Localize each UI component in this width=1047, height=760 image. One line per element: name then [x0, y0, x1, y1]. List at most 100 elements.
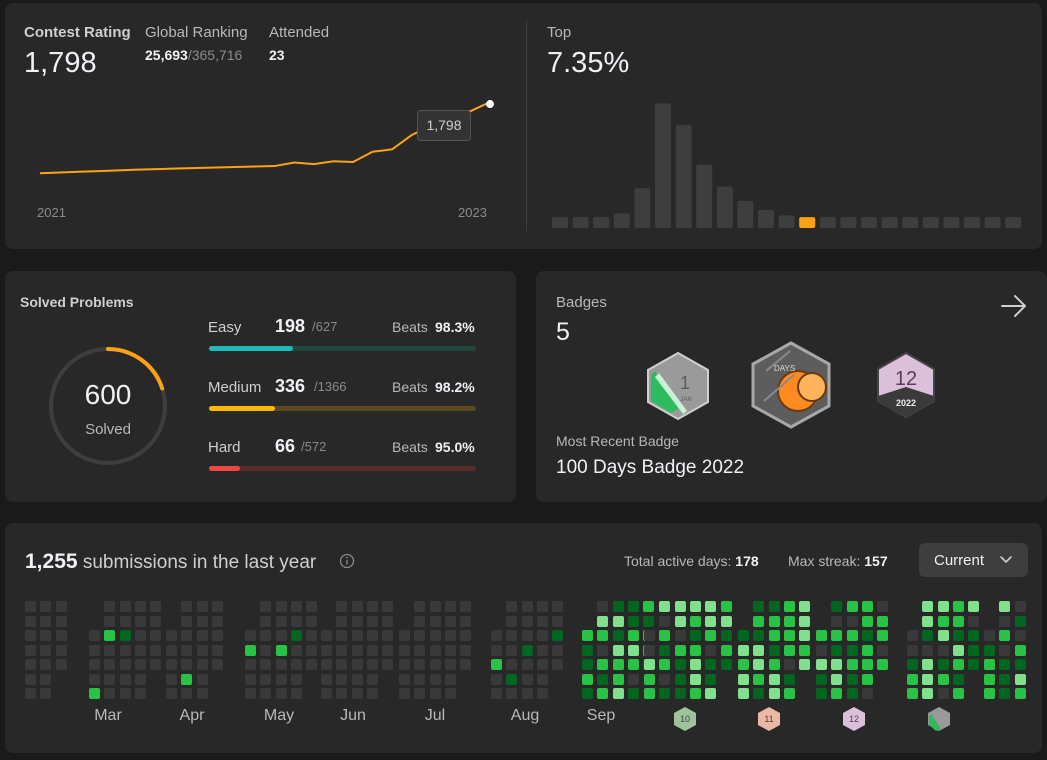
heatmap-cell[interactable] [674, 601, 686, 612]
heatmap-cell[interactable] [861, 630, 873, 641]
heatmap-cell[interactable] [937, 601, 949, 612]
heatmap-cell[interactable] [597, 601, 609, 612]
heatmap-cell[interactable] [984, 659, 995, 670]
heatmap-cell[interactable] [659, 601, 671, 612]
heatmap-cell[interactable] [536, 615, 548, 627]
heatmap-cell[interactable] [861, 659, 873, 670]
heatmap-cell[interactable] [768, 630, 780, 641]
heatmap-cell[interactable] [399, 630, 410, 641]
heatmap-cell[interactable] [937, 688, 949, 699]
heatmap-cell[interactable] [119, 659, 131, 670]
heatmap-cell[interactable] [275, 630, 287, 641]
heatmap-cell[interactable] [720, 644, 732, 656]
heatmap-cell[interactable] [597, 644, 609, 656]
heatmap-cell[interactable] [306, 659, 318, 670]
heatmap-cell[interactable] [612, 644, 624, 656]
heatmap-cell[interactable] [846, 630, 858, 641]
heatmap-cell[interactable] [846, 688, 858, 699]
heatmap-cell[interactable] [627, 659, 639, 670]
heatmap-cell[interactable] [104, 688, 116, 699]
heatmap-cell[interactable] [150, 615, 162, 627]
rank-bar[interactable] [1005, 217, 1022, 228]
heatmap-cell[interactable] [753, 615, 765, 627]
heatmap-cell[interactable] [799, 644, 811, 656]
heatmap-cell[interactable] [689, 644, 701, 656]
heatmap-cell[interactable] [25, 673, 36, 685]
rank-bar[interactable] [716, 186, 733, 228]
heatmap-cell[interactable] [952, 630, 964, 641]
heatmap-cell[interactable] [460, 630, 472, 641]
heatmap-cell[interactable] [984, 644, 995, 656]
heatmap-cell[interactable] [999, 630, 1011, 641]
heatmap-cell[interactable] [40, 644, 52, 656]
heatmap-cell[interactable] [104, 630, 116, 641]
heatmap-cell[interactable] [1014, 659, 1026, 670]
heatmap-cell[interactable] [40, 673, 52, 685]
heatmap-cell[interactable] [627, 615, 639, 627]
rank-bar[interactable] [799, 217, 816, 228]
heatmap-cell[interactable] [659, 644, 671, 656]
heatmap-cell[interactable] [166, 630, 177, 641]
heatmap-cell[interactable] [846, 659, 858, 670]
heatmap-cell[interactable] [55, 644, 67, 656]
heatmap-cell[interactable] [260, 673, 272, 685]
heatmap-cell[interactable] [999, 644, 1011, 656]
heatmap-cell[interactable] [25, 688, 36, 699]
heatmap-cell[interactable] [644, 644, 655, 656]
heatmap-cell[interactable] [181, 673, 193, 685]
rank-bar[interactable] [758, 209, 774, 228]
rating-line-chart[interactable] [35, 98, 500, 178]
heatmap-cell[interactable] [521, 673, 533, 685]
heatmap-cell[interactable] [907, 688, 918, 699]
heatmap-cell[interactable] [444, 615, 456, 627]
heatmap-cell[interactable] [196, 615, 208, 627]
heatmap-cell[interactable] [506, 659, 518, 670]
rank-bar[interactable] [737, 200, 754, 228]
heatmap-cell[interactable] [952, 659, 964, 670]
badge-dec-2022-icon[interactable]: 12 2022 [875, 351, 937, 419]
heatmap-cell[interactable] [738, 688, 749, 699]
heatmap-cell[interactable] [306, 615, 318, 627]
rank-bar[interactable] [613, 213, 630, 228]
heatmap-cell[interactable] [783, 630, 795, 641]
heatmap-cell[interactable] [351, 673, 363, 685]
heatmap-cell[interactable] [922, 688, 934, 699]
heatmap-cell[interactable] [753, 673, 765, 685]
heatmap-cell[interactable] [521, 615, 533, 627]
heatmap-cell[interactable] [104, 615, 116, 627]
heatmap-cell[interactable] [753, 659, 765, 670]
heatmap-cell[interactable] [351, 615, 363, 627]
heatmap-cell[interactable] [166, 644, 177, 656]
heatmap-cell[interactable] [399, 673, 410, 685]
heatmap-cell[interactable] [952, 644, 964, 656]
heatmap-cell[interactable] [245, 673, 256, 685]
heatmap-cell[interactable] [429, 688, 441, 699]
heatmap-cell[interactable] [968, 644, 980, 656]
heatmap-cell[interactable] [134, 673, 146, 685]
heatmap-cell[interactable] [846, 601, 858, 612]
heatmap-cell[interactable] [705, 644, 717, 656]
heatmap-cell[interactable] [414, 601, 426, 612]
heatmap-cell[interactable] [25, 630, 36, 641]
heatmap-cell[interactable] [552, 644, 564, 656]
heatmap-cell[interactable] [40, 630, 52, 641]
heatmap-cell[interactable] [877, 615, 889, 627]
heatmap-cell[interactable] [181, 601, 193, 612]
heatmap-cell[interactable] [290, 644, 302, 656]
heatmap-cell[interactable] [491, 630, 502, 641]
heatmap-cell[interactable] [536, 659, 548, 670]
heatmap-cell[interactable] [999, 673, 1011, 685]
heatmap-cell[interactable] [119, 644, 131, 656]
heatmap-cell[interactable] [336, 630, 348, 641]
heatmap-cell[interactable] [937, 615, 949, 627]
heatmap-cell[interactable] [922, 673, 934, 685]
heatmap-cell[interactable] [816, 688, 827, 699]
heatmap-cell[interactable] [119, 688, 131, 699]
heatmap-cell[interactable] [181, 688, 193, 699]
heatmap-cell[interactable] [275, 673, 287, 685]
heatmap-cell[interactable] [211, 659, 223, 670]
heatmap-cell[interactable] [799, 615, 811, 627]
heatmap-cell[interactable] [414, 630, 426, 641]
heatmap-cell[interactable] [150, 630, 162, 641]
rank-bar[interactable] [964, 217, 980, 228]
